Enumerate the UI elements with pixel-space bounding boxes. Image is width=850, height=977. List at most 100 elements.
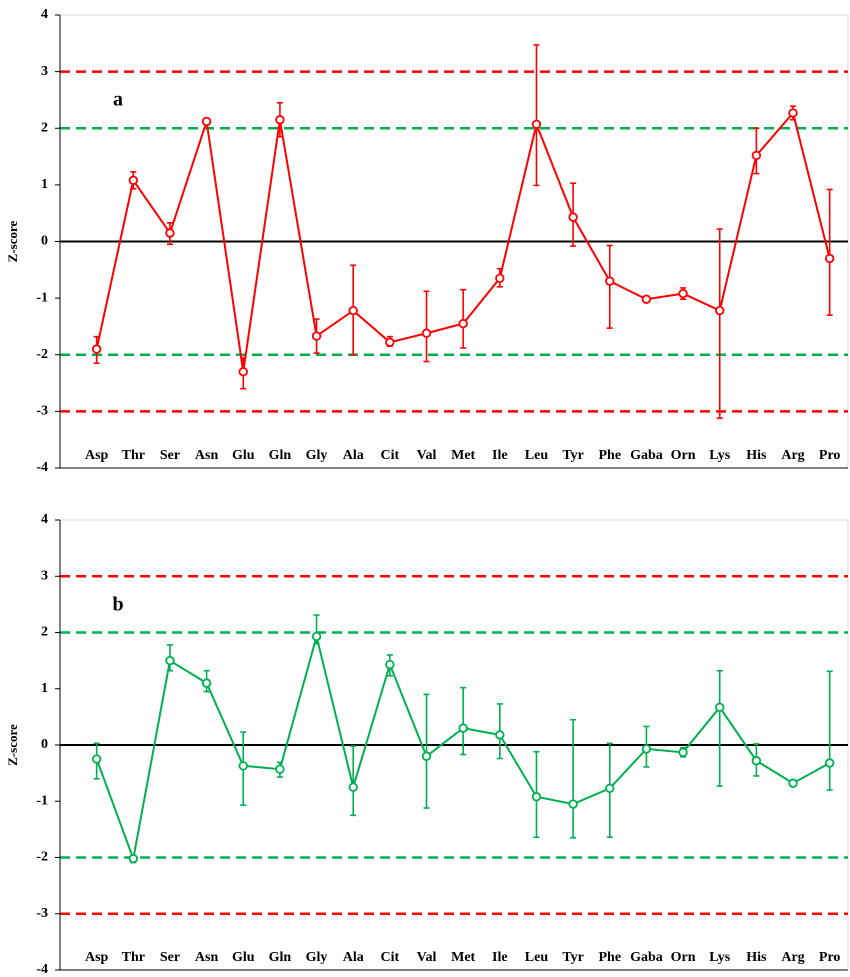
data-point — [348, 305, 358, 316]
x-tick-label: Gaba — [630, 448, 663, 463]
data-point — [385, 659, 395, 670]
x-tick-label: Pro — [819, 950, 841, 965]
y-tick-label: -3 — [36, 906, 48, 921]
data-point — [348, 782, 358, 792]
data-point — [238, 761, 248, 771]
x-tick-label: Gly — [306, 448, 328, 463]
data-point — [165, 228, 175, 238]
data-point — [421, 328, 432, 338]
x-tick-label: Arg — [781, 950, 804, 965]
y-axis-label: Z-score — [5, 220, 20, 262]
data-point — [458, 723, 468, 733]
y-tick-label: 4 — [41, 512, 48, 527]
x-tick-label: Ala — [343, 950, 364, 965]
y-tick-label: 3 — [41, 568, 48, 583]
data-point — [824, 253, 835, 264]
y-tick-label: 2 — [41, 625, 48, 640]
data-point — [678, 288, 688, 299]
y-tick-label: 2 — [41, 120, 48, 135]
x-tick-label: His — [746, 950, 767, 965]
data-point — [275, 115, 285, 125]
x-tick-label: Val — [417, 950, 437, 965]
error-bar — [570, 718, 577, 839]
x-tick-label: Orn — [671, 950, 696, 965]
data-point — [568, 799, 578, 809]
data-point — [201, 678, 212, 688]
error-bar — [460, 686, 467, 756]
data-point — [385, 337, 395, 347]
data-point — [788, 108, 798, 118]
data-point — [275, 764, 285, 774]
x-tick-label: Pro — [819, 448, 841, 463]
error-bar — [423, 290, 430, 363]
error-bar — [826, 670, 833, 791]
x-tick-label: Glu — [232, 448, 255, 463]
error-bar — [716, 669, 723, 787]
y-tick-label: -1 — [36, 793, 48, 808]
x-tick-label: Gln — [269, 950, 292, 965]
data-point — [531, 119, 542, 129]
x-tick-label: Asp — [85, 448, 109, 463]
y-tick-label: 4 — [41, 7, 48, 22]
data-point — [201, 116, 212, 127]
x-tick-label: Arg — [781, 448, 804, 463]
x-tick-label: Ser — [160, 448, 180, 463]
error-bar — [606, 244, 613, 329]
x-tick-label: Met — [451, 950, 475, 965]
x-tick-label: Ala — [343, 448, 364, 463]
error-bar — [423, 693, 430, 809]
x-tick-label: Leu — [525, 448, 549, 463]
x-tick-label: Asn — [195, 950, 219, 965]
y-tick-label: 0 — [41, 737, 48, 752]
x-tick-label: Asp — [85, 950, 109, 965]
data-point — [128, 853, 139, 864]
y-tick-label: -4 — [36, 962, 48, 977]
data-point — [751, 150, 762, 161]
x-tick-label: Ser — [160, 950, 180, 965]
y-tick-label: -4 — [36, 460, 48, 475]
data-point — [824, 758, 835, 768]
x-tick-label: Leu — [525, 950, 549, 965]
y-tick-label: -3 — [36, 404, 48, 419]
data-point — [715, 305, 725, 316]
x-tick-label: Glu — [232, 950, 255, 965]
x-tick-label: Tyr — [562, 448, 584, 463]
data-point — [311, 331, 322, 341]
x-tick-label: Cit — [381, 950, 400, 965]
data-point — [91, 754, 102, 764]
x-tick-label: Phe — [598, 448, 621, 463]
data-point — [128, 175, 139, 186]
data-point — [458, 318, 468, 329]
error-bar — [350, 745, 357, 817]
y-tick-label: 3 — [41, 64, 48, 79]
y-axis-label: Z-score — [5, 724, 20, 766]
error-bar — [533, 44, 540, 187]
x-tick-label: Phe — [598, 950, 621, 965]
data-point — [238, 367, 248, 377]
x-tick-label: Orn — [671, 448, 696, 463]
error-bar — [826, 188, 833, 316]
data-point — [531, 792, 542, 802]
data-point — [495, 730, 505, 740]
data-point — [788, 778, 798, 788]
error-bar — [716, 228, 723, 419]
data-point — [641, 294, 652, 304]
data-point — [568, 212, 578, 222]
x-tick-label: Val — [417, 448, 437, 463]
data-point — [605, 276, 615, 286]
data-point — [165, 655, 175, 666]
x-tick-label: Lys — [709, 448, 731, 463]
data-point — [678, 747, 688, 758]
data-point — [495, 273, 505, 284]
y-tick-label: 0 — [41, 234, 48, 249]
x-tick-label: Gln — [269, 448, 292, 463]
x-tick-label: His — [746, 448, 767, 463]
x-tick-label: Gly — [306, 950, 328, 965]
x-tick-label: Thr — [122, 448, 145, 463]
x-tick-label: Thr — [122, 950, 145, 965]
data-point — [311, 631, 322, 642]
panel-label: a — [113, 89, 123, 111]
panel: -4 -3 -2 -1 0 1 2 3 4 Z-score a Asp Thr Ser Asn Glu Gln G… — [5, 7, 849, 475]
data-point — [751, 756, 762, 766]
